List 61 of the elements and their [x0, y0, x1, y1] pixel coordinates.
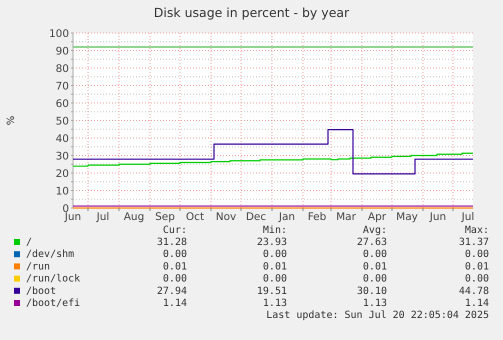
x-tick-label: Apr: [368, 211, 387, 223]
text: 0.00: [464, 274, 489, 285]
x-tick-label: Oct: [186, 211, 204, 223]
x-tick-label: Nov: [216, 211, 236, 223]
text: 0.00: [262, 249, 287, 260]
text: 0.01: [162, 261, 187, 272]
chart-title: Disk usage in percent - by year: [154, 5, 350, 20]
text: 30.10: [356, 286, 387, 297]
text: 0.00: [362, 249, 387, 260]
text: Avg:: [362, 224, 387, 236]
y-tick-label: 90: [56, 46, 69, 58]
text: 0.00: [162, 249, 187, 260]
y-axis-title: %: [6, 116, 17, 126]
legend-label: /run: [26, 261, 50, 272]
legend-label: /run/lock: [26, 274, 80, 285]
y-tick-label: 50: [56, 116, 69, 128]
text: 0.01: [362, 261, 387, 272]
y-tick-label: 10: [56, 186, 69, 198]
x-tick-label: Sep: [155, 211, 176, 223]
text: 31.37: [458, 237, 489, 248]
x-tick-label: Jan: [278, 211, 296, 223]
text: 1.14: [464, 298, 489, 309]
x-tick-label: Jun: [428, 211, 446, 223]
legend-label: /: [26, 237, 32, 248]
y-tick-label: 20: [56, 168, 69, 180]
text: 0.00: [262, 274, 287, 285]
text: Cur:: [162, 224, 187, 236]
x-tick-label: Mar: [336, 211, 357, 223]
text: 0.00: [464, 249, 489, 260]
y-tick-label: 30: [56, 150, 69, 162]
y-tick-label: 70: [56, 80, 69, 92]
text: 27.94: [156, 286, 187, 297]
legend-label: /dev/shm: [26, 249, 74, 260]
text: 27.63: [356, 237, 387, 248]
y-tick-label: 40: [56, 133, 69, 145]
text: Min:: [262, 224, 287, 236]
x-tick-label: Jul: [96, 211, 110, 223]
y-tick-label: 60: [56, 98, 69, 110]
x-tick-label: Dec: [246, 211, 266, 223]
legend-label: /boot/efi: [26, 298, 80, 309]
text: 1.14: [162, 298, 187, 309]
y-tick-label: 80: [56, 63, 69, 75]
text: 0.01: [262, 261, 287, 272]
text: 23.93: [256, 237, 287, 248]
text: 1.13: [262, 298, 287, 309]
text: 19.51: [256, 286, 287, 297]
x-tick-label: Feb: [308, 211, 327, 223]
text: 0.00: [162, 274, 187, 285]
y-tick-label: 100: [48, 28, 69, 40]
x-tick-label: Jun: [64, 211, 82, 223]
legend-label: /boot: [26, 286, 56, 297]
text: Last update: Sun Jul 20 22:05:04 2025: [266, 310, 489, 322]
text: 31.28: [156, 237, 187, 248]
x-tick-label: May: [396, 211, 418, 223]
text: 0.01: [464, 261, 489, 272]
text: 0.00: [362, 274, 387, 285]
text: 44.78: [458, 286, 489, 297]
x-tick-label: Aug: [124, 211, 144, 223]
text: 1.13: [362, 298, 387, 309]
text: Max:: [464, 224, 489, 236]
x-tick-label: Jul: [460, 211, 474, 223]
